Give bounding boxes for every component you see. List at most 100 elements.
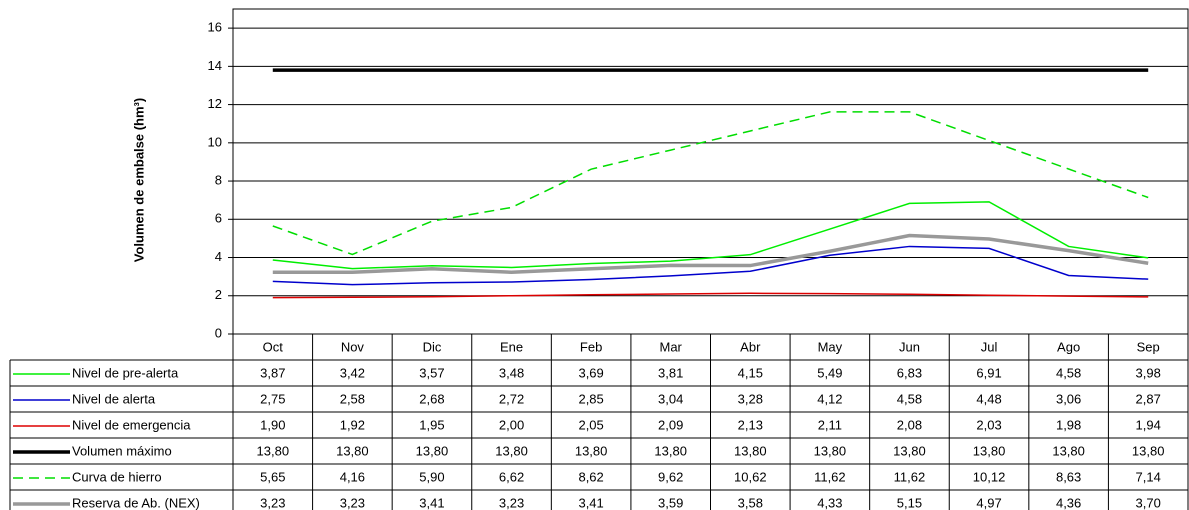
x-tick-label: Mar	[660, 339, 683, 354]
table-value: 8,63	[1056, 469, 1081, 484]
y-tick-label: 8	[215, 172, 222, 187]
table-value: 5,65	[260, 469, 285, 484]
series-line	[272, 292, 1149, 299]
table-value: 13,80	[495, 443, 528, 458]
table-value: 2,13	[738, 417, 763, 432]
x-tick-label: Dic	[423, 339, 442, 354]
table-value: 13,80	[257, 443, 290, 458]
table-value: 3,57	[419, 365, 444, 380]
x-tick-label: Nov	[341, 339, 365, 354]
y-tick-label: 6	[215, 211, 222, 226]
x-tick-label: Ago	[1057, 339, 1080, 354]
x-tick-label: Sep	[1137, 339, 1160, 354]
x-tick-label: Abr	[740, 339, 761, 354]
table-value: 3,48	[499, 365, 524, 380]
y-tick-label: 0	[215, 325, 222, 340]
table-value: 3,59	[658, 495, 683, 510]
table-value: 3,28	[738, 391, 763, 406]
table-value: 13,80	[336, 443, 369, 458]
table-value: 13,80	[575, 443, 608, 458]
table-value: 1,90	[260, 417, 285, 432]
table-value: 4,33	[817, 495, 842, 510]
table-value: 10,62	[734, 469, 767, 484]
table-value: 4,12	[817, 391, 842, 406]
y-tick-label: 14	[208, 58, 222, 73]
legend-label: Nivel de alerta	[72, 391, 156, 406]
x-tick-label: Jul	[981, 339, 998, 354]
series-line	[272, 245, 1149, 286]
legend-label: Reserva de Ab. (NEX)	[72, 495, 200, 510]
table-value: 4,97	[976, 495, 1001, 510]
table-value: 6,91	[976, 365, 1001, 380]
table-value: 2,58	[340, 391, 365, 406]
y-tick-label: 4	[215, 249, 222, 264]
y-tick-label: 12	[208, 96, 222, 111]
table-value: 4,36	[1056, 495, 1081, 510]
legend-label: Volumen máximo	[72, 443, 172, 458]
table-value: 5,49	[817, 365, 842, 380]
table-value: 2,68	[419, 391, 444, 406]
table-value: 3,42	[340, 365, 365, 380]
table-value: 13,80	[1132, 443, 1165, 458]
table-value: 2,72	[499, 391, 524, 406]
series-line	[272, 201, 1149, 270]
table-value: 4,48	[976, 391, 1001, 406]
series-line	[272, 111, 1149, 256]
table-value: 4,15	[738, 365, 763, 380]
table-value: 8,62	[578, 469, 603, 484]
table-value: 1,98	[1056, 417, 1081, 432]
y-tick-label: 10	[208, 134, 222, 149]
legend-label: Nivel de pre-alerta	[72, 365, 179, 380]
table-value: 3,06	[1056, 391, 1081, 406]
table-value: 2,11	[818, 417, 842, 432]
table-value: 13,80	[734, 443, 767, 458]
legend-label: Nivel de emergencia	[72, 417, 191, 432]
table-value: 13,80	[654, 443, 687, 458]
table-value: 4,16	[340, 469, 365, 484]
table-value: 3,98	[1136, 365, 1161, 380]
table-value: 4,58	[1056, 365, 1081, 380]
series-line	[272, 233, 1149, 275]
plot-area	[232, 8, 1189, 335]
table-value: 1,94	[1136, 417, 1161, 432]
x-tick-label: Oct	[263, 339, 284, 354]
table-value: 10,12	[973, 469, 1006, 484]
table-value: 2,00	[499, 417, 524, 432]
y-axis-label: Volumen de embalse (hm³)	[131, 98, 146, 262]
table-value: 3,04	[658, 391, 683, 406]
table-value: 13,80	[973, 443, 1006, 458]
y-tick-label: 16	[208, 20, 222, 35]
table-value: 13,80	[814, 443, 847, 458]
table-value: 2,85	[578, 391, 603, 406]
table-value: 3,23	[340, 495, 365, 510]
table-value: 2,05	[578, 417, 603, 432]
x-tick-label: Jun	[899, 339, 920, 354]
x-tick-label: Ene	[500, 339, 523, 354]
y-tick-label: 2	[215, 287, 222, 302]
table-value: 1,92	[340, 417, 365, 432]
table-value: 2,08	[897, 417, 922, 432]
x-tick-label: Feb	[580, 339, 602, 354]
table-value: 3,69	[578, 365, 603, 380]
table-value: 3,58	[738, 495, 763, 510]
table-value: 5,90	[419, 469, 444, 484]
table-value: 13,80	[1052, 443, 1085, 458]
table-value: 3,23	[260, 495, 285, 510]
table-value: 11,62	[894, 469, 926, 484]
table-value: 6,83	[897, 365, 922, 380]
table-value: 6,62	[499, 469, 524, 484]
table-value: 2,09	[658, 417, 683, 432]
legend-label: Curva de hierro	[72, 469, 162, 484]
table-value: 3,70	[1136, 495, 1161, 510]
table-value: 13,80	[416, 443, 449, 458]
table-value: 5,15	[897, 495, 922, 510]
table-value: 1,95	[419, 417, 444, 432]
x-tick-label: May	[818, 339, 843, 354]
table-value: 13,80	[893, 443, 926, 458]
table-value: 4,58	[897, 391, 922, 406]
table-value: 11,62	[814, 469, 846, 484]
table-value: 3,81	[658, 365, 683, 380]
table-value: 3,87	[260, 365, 285, 380]
